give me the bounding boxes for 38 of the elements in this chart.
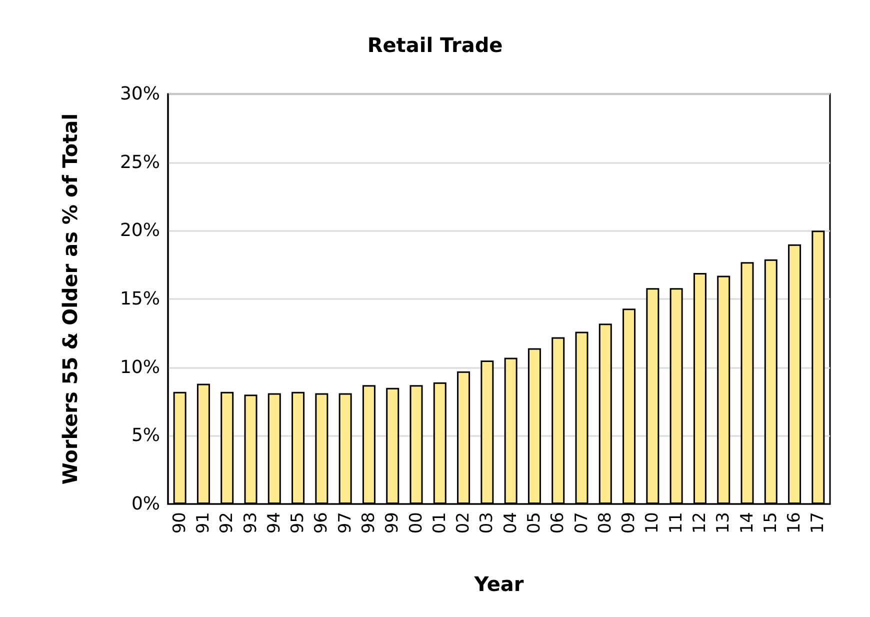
x-tick-label: 99 [382, 512, 403, 534]
x-tick-label: 96 [312, 512, 332, 534]
x-tick-label: 03 [477, 512, 498, 534]
x-tick-label: 15 [760, 512, 781, 534]
x-tick-label: 11 [666, 512, 686, 534]
y-tick-label: 10% [120, 356, 160, 378]
x-tick-label: 91 [193, 512, 214, 534]
x-tick-label: 01 [430, 512, 450, 534]
x-tick-label: 90 [170, 512, 190, 534]
x-tick-label: 14 [737, 512, 758, 534]
x-tick-label: 09 [619, 512, 640, 534]
x-tick-label: 92 [217, 512, 238, 534]
x-tick-label: 04 [500, 512, 521, 534]
x-tick-label: 10 [642, 512, 663, 534]
x-tick-label: 02 [454, 512, 474, 534]
x-axis-title: Year [473, 572, 524, 596]
y-tick-label: 0% [131, 494, 160, 514]
x-tick-label: 17 [808, 512, 828, 534]
y-tick-label: 20% [120, 220, 160, 242]
x-tick-label: 08 [595, 512, 616, 534]
x-tick-label: 13 [714, 512, 734, 534]
y-tick-label: 5% [131, 425, 160, 446]
x-tick-label: 98 [358, 512, 379, 534]
x-tick-label: 97 [335, 512, 356, 534]
x-tick-label: 95 [288, 512, 308, 534]
x-tick-label: 07 [572, 512, 592, 534]
x-tick-label: 93 [240, 512, 261, 534]
y-tick-label: 30% [120, 84, 160, 104]
x-tick-label: 16 [784, 512, 805, 534]
y-tick-label: 25% [120, 152, 160, 173]
x-tick-label: 12 [690, 512, 710, 534]
x-tick-label: 00 [406, 512, 426, 534]
chart-title: Retail Trade [367, 33, 503, 57]
x-tick-label: 06 [548, 512, 568, 534]
x-tick-label: 94 [264, 512, 284, 534]
y-tick-label: 15% [120, 288, 160, 310]
x-tick-label: 05 [524, 512, 544, 534]
y-axis-title: Workers 55 & Older as % of Total [58, 113, 82, 485]
